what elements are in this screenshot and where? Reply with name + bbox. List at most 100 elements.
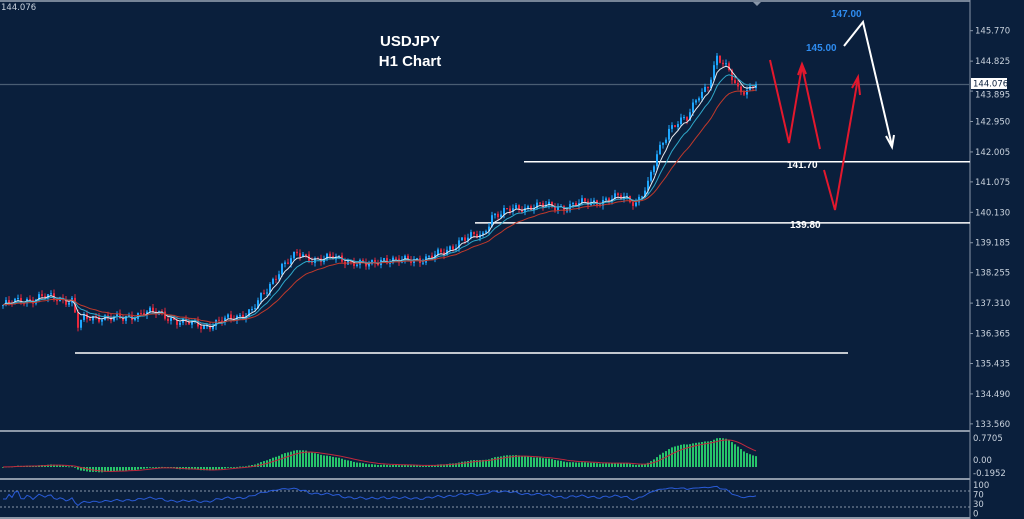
osc-bar	[506, 455, 508, 467]
osc-bar	[101, 467, 103, 473]
candle-body	[665, 139, 667, 143]
level-label-141-70: 141.70	[787, 160, 818, 171]
osc-bar	[137, 467, 139, 470]
candle-body	[389, 262, 391, 264]
osc-bar	[563, 461, 565, 467]
candle-body	[218, 319, 220, 321]
candle-body	[152, 307, 154, 312]
osc-bar	[704, 441, 706, 467]
osc-bar	[731, 442, 733, 467]
candle-body	[248, 309, 250, 317]
osc-bar	[392, 464, 394, 467]
candle-body	[206, 325, 208, 327]
candle-body	[662, 142, 664, 145]
price-tick-label: 136.365	[975, 330, 1010, 340]
osc-bar	[452, 463, 454, 467]
candle-body	[644, 190, 646, 197]
osc-bar	[305, 450, 307, 467]
candle-body	[650, 171, 652, 181]
candle-body	[329, 253, 331, 257]
osc-bar	[734, 444, 736, 467]
osc-bar	[302, 450, 304, 467]
osc-bar	[83, 467, 85, 471]
candle-body	[296, 251, 298, 254]
chart-title: USDJPY	[380, 33, 440, 50]
candle-body	[338, 255, 340, 257]
rsi-tick-0: 0	[973, 510, 978, 519]
target-label-147: 147.00	[831, 9, 862, 20]
osc-bar	[296, 450, 298, 467]
osc-bar	[719, 438, 721, 467]
osc-bar	[443, 464, 445, 467]
candle-body	[746, 90, 748, 95]
osc-bar	[185, 467, 187, 470]
osc-bar	[56, 465, 58, 467]
oscillator-histogram	[2, 438, 757, 473]
osc-bar	[632, 464, 634, 467]
osc-bar	[440, 464, 442, 467]
osc-bar	[584, 462, 586, 467]
osc-bar	[242, 466, 244, 468]
osc-bar	[335, 457, 337, 467]
osc-bar	[275, 456, 277, 467]
candle-body	[98, 316, 100, 322]
osc-bar	[500, 456, 502, 467]
price-tick-label: 142.950	[975, 118, 1010, 128]
candle-body	[728, 63, 730, 70]
osc-bar	[278, 455, 280, 467]
osc-bar	[521, 456, 523, 467]
osc-bar	[575, 462, 577, 467]
candle-body	[437, 249, 439, 255]
osc-bar	[293, 450, 295, 467]
osc-bar	[404, 464, 406, 467]
candle-body	[581, 198, 583, 204]
candle-body	[314, 258, 316, 263]
candle-body	[551, 201, 553, 207]
osc-bar	[470, 460, 472, 467]
osc-bar	[566, 462, 568, 467]
price-axis[interactable]: 145.770 144.825 143.895 142.950 142.005 141.0…	[970, 27, 1010, 430]
candle-body	[704, 86, 706, 92]
osc-bar	[416, 465, 418, 467]
candle-body	[254, 308, 256, 310]
candle-body	[266, 292, 268, 294]
candle-body	[368, 264, 370, 267]
osc-bar	[611, 463, 613, 467]
candle-body	[116, 313, 118, 317]
candle-body	[431, 255, 433, 259]
candle-body	[584, 198, 586, 202]
candle-body	[140, 313, 142, 315]
candle-body	[515, 205, 517, 209]
osc-bar	[62, 465, 64, 467]
candle-body	[506, 208, 508, 210]
osc-bar	[509, 455, 511, 467]
candle-body	[449, 246, 451, 250]
candle-body	[467, 237, 469, 241]
candle-body	[482, 232, 484, 235]
candle-body	[614, 193, 616, 199]
osc-bar	[140, 467, 142, 469]
candle-body	[257, 300, 259, 309]
chart-shift-marker-icon[interactable]	[753, 2, 761, 6]
osc-bar	[599, 463, 601, 467]
osc-bar	[488, 459, 490, 467]
osc-bar	[299, 450, 301, 467]
candle-body	[755, 84, 757, 88]
candle-body	[416, 258, 418, 260]
osc-bar	[752, 455, 754, 467]
candle-body	[38, 294, 40, 300]
osc-bar	[314, 453, 316, 467]
candle-body	[731, 69, 733, 81]
osc-bar	[80, 467, 82, 471]
candle-body	[260, 292, 262, 301]
candle-body	[575, 203, 577, 207]
candle-body	[404, 255, 406, 260]
osc-bar	[668, 449, 670, 467]
osc-bar	[59, 465, 61, 467]
candle-body	[725, 63, 727, 65]
osc-bar	[365, 463, 367, 467]
osc-bar	[377, 464, 379, 467]
current-price-tag-label: 144.076	[973, 80, 1008, 90]
candle-body	[422, 262, 424, 264]
candle-body	[656, 154, 658, 167]
